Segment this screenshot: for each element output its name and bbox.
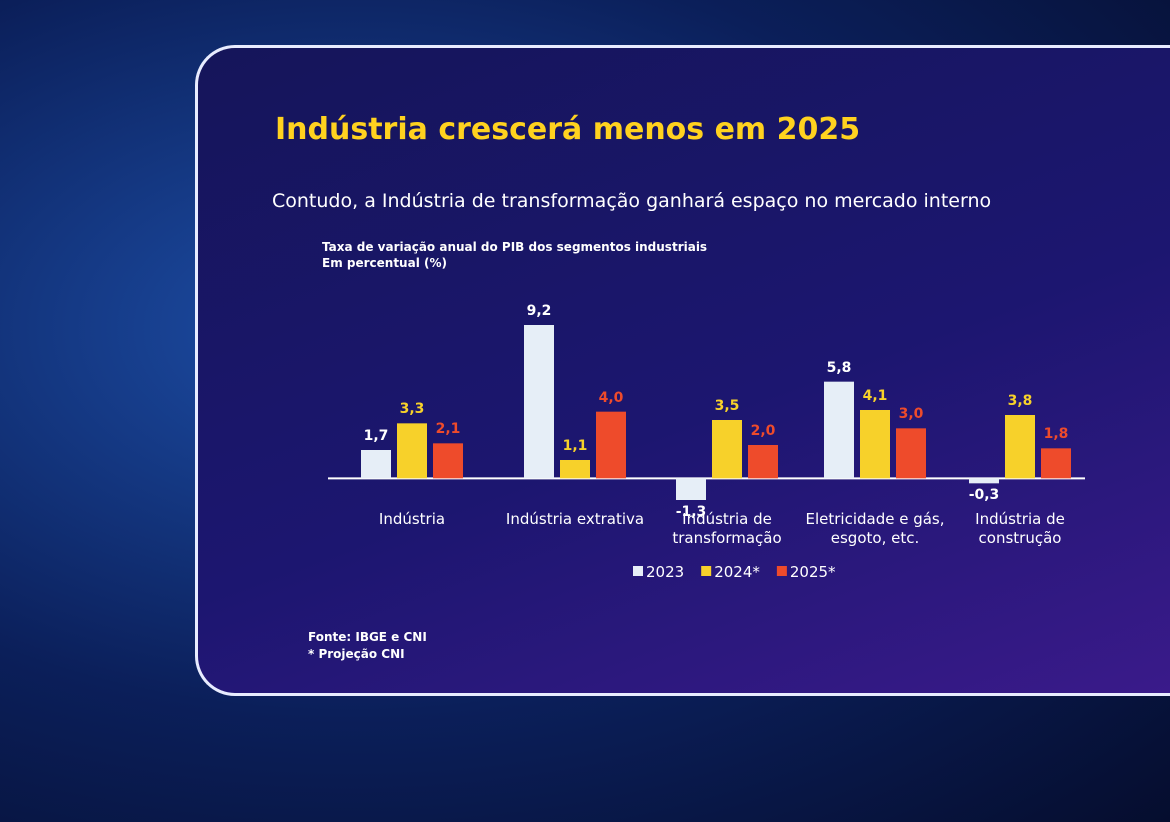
bar bbox=[397, 423, 427, 479]
value-label: 2,1 bbox=[435, 421, 461, 438]
x-tick-label: Indústria de construção bbox=[975, 510, 1065, 547]
x-tick-label: Indústria de transformação bbox=[672, 510, 782, 547]
bar bbox=[524, 325, 554, 479]
bar bbox=[361, 450, 391, 479]
bar bbox=[860, 410, 890, 479]
legend-label: 2024* bbox=[714, 563, 760, 581]
value-label: 3,5 bbox=[714, 398, 740, 414]
bar bbox=[676, 478, 706, 500]
value-label: 3,8 bbox=[1007, 393, 1033, 409]
bar bbox=[596, 411, 626, 479]
legend-label: 2025* bbox=[790, 563, 836, 581]
bar bbox=[712, 420, 742, 479]
value-label: 1,7 bbox=[363, 428, 389, 444]
value-label: -0,3 bbox=[968, 487, 1000, 504]
x-tick-label: Indústria extrativa bbox=[505, 510, 645, 528]
value-label: 1,1 bbox=[562, 438, 588, 454]
value-label: 4,0 bbox=[598, 389, 624, 406]
slide-title: Indústria crescerá menos em 2025 bbox=[275, 112, 861, 147]
chart-subtitle: Em percentual (%) bbox=[322, 256, 447, 270]
value-label: 3,3 bbox=[399, 401, 425, 418]
legend-swatch bbox=[776, 566, 787, 576]
legend-swatch bbox=[701, 566, 712, 576]
note: * Projeção CNI bbox=[308, 647, 405, 661]
bar bbox=[1041, 448, 1071, 479]
legend-label: 2023 bbox=[646, 563, 684, 581]
x-tick-label: Indústria bbox=[378, 510, 446, 528]
bar bbox=[433, 443, 463, 479]
chart-title: Taxa de variação anual do PIB dos segmen… bbox=[322, 240, 708, 254]
bar bbox=[969, 478, 999, 484]
value-label: 2,0 bbox=[750, 423, 776, 439]
value-label: 5,8 bbox=[826, 359, 852, 376]
legend-swatch bbox=[633, 566, 643, 576]
value-label: 3,0 bbox=[898, 406, 924, 423]
bar bbox=[824, 381, 854, 479]
slide bbox=[195, 45, 1170, 696]
bar bbox=[748, 445, 778, 479]
x-tick-label: Eletricidade e gás, esgoto, etc. bbox=[805, 510, 945, 547]
note: Fonte: IBGE e CNI bbox=[308, 630, 427, 644]
bar bbox=[560, 460, 590, 479]
slide-subtitle: Contudo, a Indústria de transformação ga… bbox=[272, 190, 992, 212]
bar bbox=[1005, 415, 1035, 479]
bar bbox=[896, 428, 926, 479]
value-label: 4,1 bbox=[862, 388, 888, 404]
value-label: 1,8 bbox=[1043, 426, 1069, 443]
value-label: -1,3 bbox=[675, 504, 707, 520]
value-label: 9,2 bbox=[526, 303, 552, 319]
